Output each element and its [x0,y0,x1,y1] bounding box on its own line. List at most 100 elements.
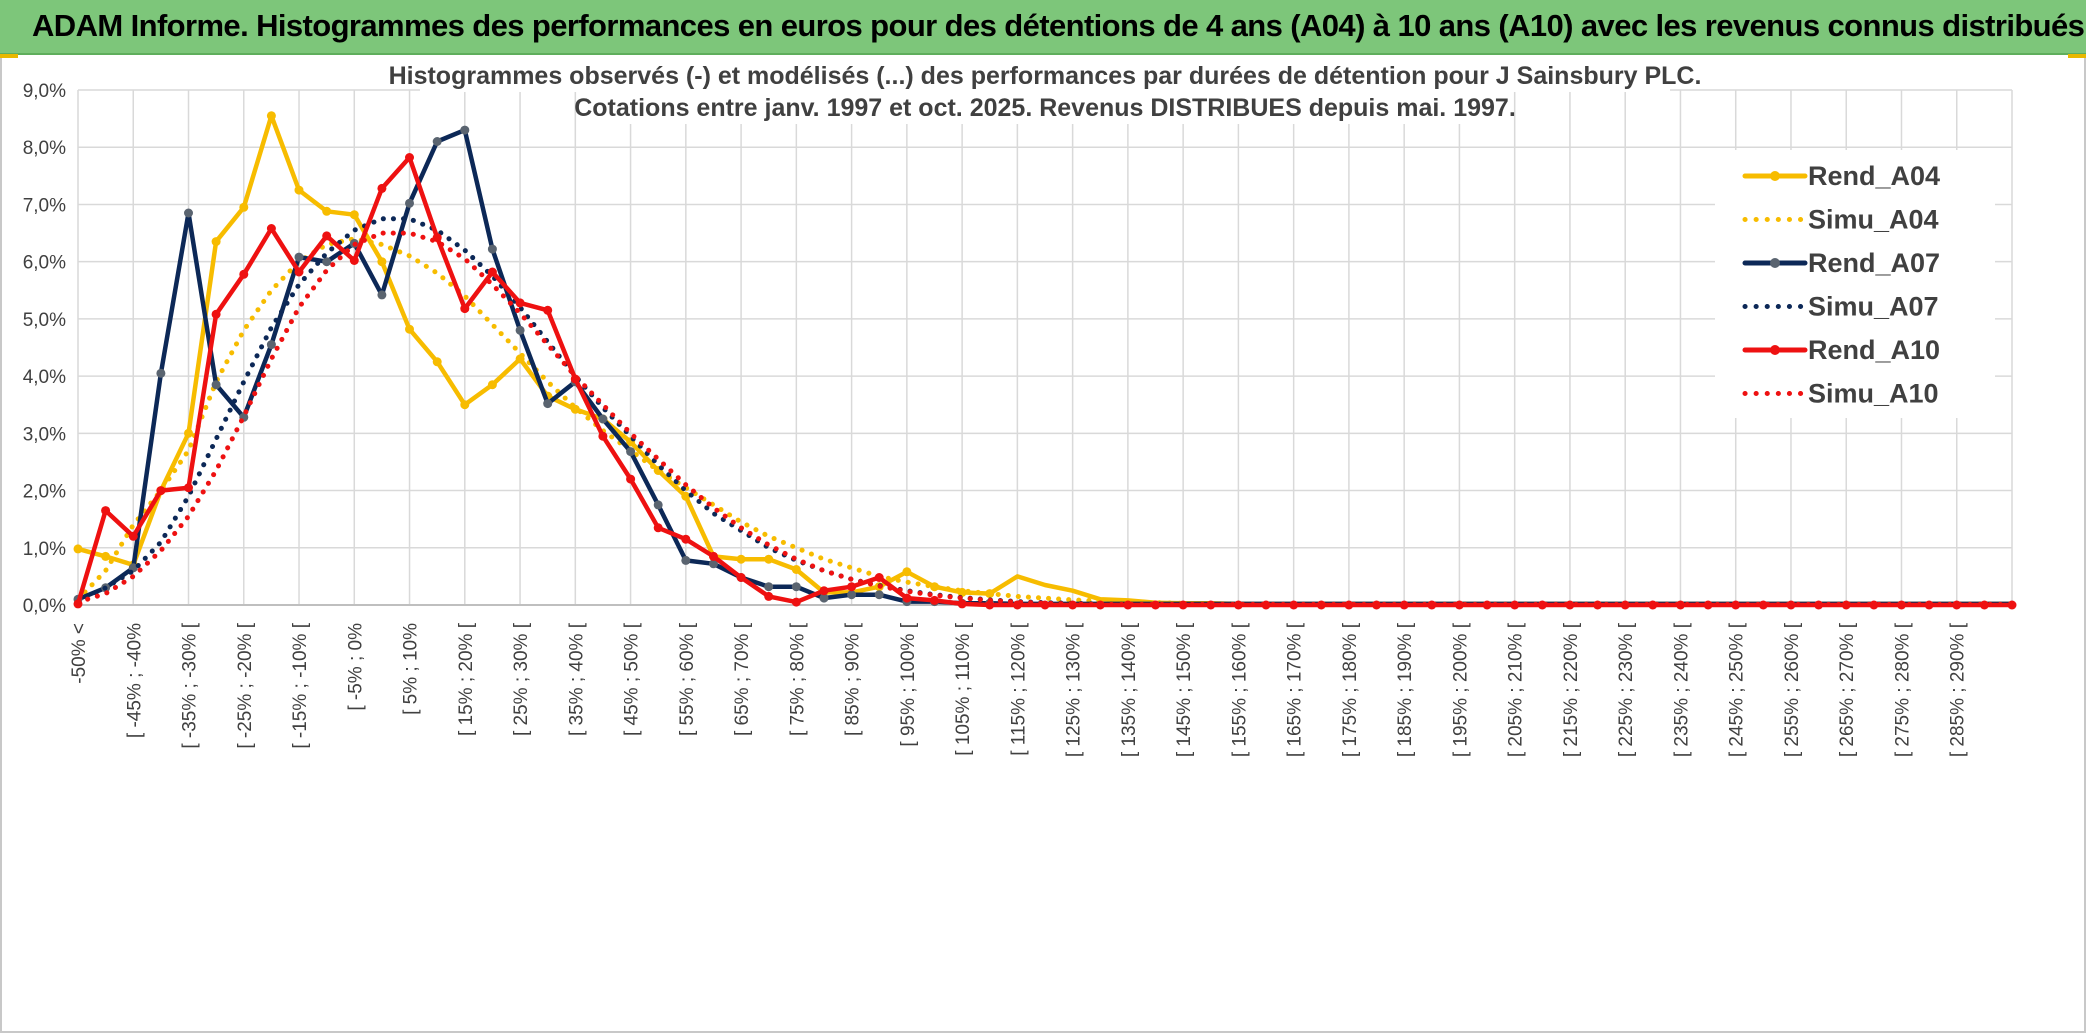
data-point-rend_a04 [184,428,193,438]
corner-mark-left [0,54,18,58]
legend-marker [1770,171,1780,181]
data-point-rend_a10 [487,267,497,277]
chart-title-background [420,62,1670,92]
x-tick-label: [ 165% ; 170% [ [1285,622,1306,757]
x-tick-label: [ 245% ; 250% [ [1727,622,1748,757]
data-point-rend_a10 [791,597,801,607]
data-point-rend_a10 [101,506,111,516]
x-tick-label: [ 35% ; 40% [ [566,622,587,736]
data-point-rend_a10 [930,595,939,605]
x-tick-label: -50% < [69,623,90,684]
data-point-rend_a10 [239,269,249,279]
series-line-simu_a10 [75,230,2015,607]
legend-marker [1770,258,1780,268]
data-point-rend_a10 [764,591,774,601]
data-point-rend_a10 [184,483,193,493]
chart-subtitle: Cotations entre janv. 1997 et oct. 2025.… [574,94,1516,122]
data-point-rend_a04 [405,324,414,334]
data-point-rend_a10 [349,256,359,265]
series-lines [73,111,2017,610]
x-axis-ticks: -50% < [ -45% ; -40% [ -35% ; -30% [ [ -25%… [69,622,1969,757]
data-point-rend_a04 [349,210,359,220]
data-point-rend_a10 [322,231,332,241]
chart-title: Histogrammes observés (-) et modélisés (… [389,62,1702,90]
y-tick-label: 1,0% [23,539,66,560]
data-point-rend_a04 [902,567,912,577]
data-point-rend_a07 [377,290,387,300]
data-point-rend_a10 [985,600,995,610]
data-point-rend_a10 [653,523,663,533]
x-tick-label: [ 235% ; 240% [ [1671,622,1692,757]
data-point-rend_a10 [211,309,221,319]
data-point-rend_a07 [184,208,193,218]
data-point-rend_a04 [73,544,83,554]
data-point-rend_a07 [211,380,221,390]
x-tick-label: [ 175% ; 180% [ [1340,622,1361,757]
data-point-rend_a10 [626,474,636,484]
data-point-rend_a10 [266,224,276,233]
data-point-rend_a10 [681,534,691,544]
data-point-rend_a07 [874,590,884,600]
x-tick-label: [ -35% ; -30% [ [180,622,201,748]
data-point-rend_a10 [1758,600,1768,610]
data-point-rend_a07 [432,137,442,146]
data-point-rend_a07 [626,447,636,457]
data-point-rend_a04 [101,551,111,561]
x-tick-label: [ 265% ; 270% [ [1837,622,1858,757]
data-point-rend_a07 [764,582,774,592]
x-tick-label: [ 205% ; 210% [ [1506,622,1527,757]
y-axis-ticks: 0,0% 1,0% 2,0% 3,0% 4,0% 5,0% 6,0% 7,0% 8,0% 9,0% [23,81,66,617]
data-point-rend_a04 [211,237,221,247]
x-tick-label: [ 135% ; 140% [ [1119,622,1140,757]
data-point-rend_a04 [487,380,497,390]
x-tick-label: [ 105% ; 110% [ [953,622,974,755]
data-point-rend_a10 [874,573,884,582]
data-point-rend_a07 [294,252,304,262]
x-tick-label: [ -45% ; -40% [124,623,145,738]
data-point-rend_a07 [681,555,691,565]
x-tick-label: [ 25% ; 30% [ [511,622,532,736]
data-point-rend_a10 [543,305,553,315]
y-tick-label: 9,0% [23,81,66,102]
legend-background [1715,150,1995,418]
grid-lines [77,89,2013,606]
data-point-rend_a04 [239,202,249,212]
data-point-rend_a07 [266,340,276,350]
y-tick-label: 2,0% [23,482,66,503]
report-title: ADAM Informe. Histogrammes des performan… [32,8,2085,43]
data-point-rend_a04 [377,257,387,267]
y-tick-label: 4,0% [23,367,66,388]
data-point-rend_a07 [847,590,857,600]
legend-label-simu_a07: Simu_A07 [1808,292,1939,322]
data-point-rend_a07 [598,414,608,424]
series-line-simu_a04 [75,236,2015,607]
data-point-rend_a07 [515,325,525,335]
data-point-rend_a07 [487,244,497,254]
chart-subtitle-background [590,92,1500,124]
x-tick-label: [ 185% ; 190% [ [1395,622,1416,757]
legend: Rend_A04 Simu_A04 Rend_A07 Simu_A07 Rend_A10… [1742,161,1940,409]
x-tick-label: [ -25% ; -20% [ [235,622,256,748]
x-tick-label: [ 5% ; 10% [401,623,422,715]
x-tick-label: [ 225% ; 230% [ [1616,622,1637,757]
x-tick-label: [ 155% ; 160% [ [1229,622,1250,757]
corner-mark-right [2068,54,2086,58]
legend-marker [1770,345,1780,355]
data-point-rend_a10 [736,573,746,582]
data-point-rend_a10 [847,582,857,592]
data-point-rend_a07 [543,399,553,409]
x-tick-label: [ -15% ; -10% [ [290,622,311,748]
data-point-rend_a10 [294,267,304,277]
x-tick-label: [ 275% ; 280% [ [1892,622,1913,757]
x-tick-label: [ 75% ; 80% [ [787,622,808,736]
x-tick-label: [ 215% ; 220% [ [1561,622,1582,757]
legend-label-simu_a04: Simu_A04 [1808,205,1939,235]
data-point-rend_a10 [1233,600,1243,610]
data-point-rend_a07 [709,559,718,569]
data-point-rend_a04 [266,111,276,121]
x-tick-label: [ 65% ; 70% [ [732,622,753,736]
x-tick-label: [ 125% ; 130% [ [1064,622,1085,757]
data-point-rend_a10 [598,431,608,441]
data-point-rend_a04 [432,357,442,367]
